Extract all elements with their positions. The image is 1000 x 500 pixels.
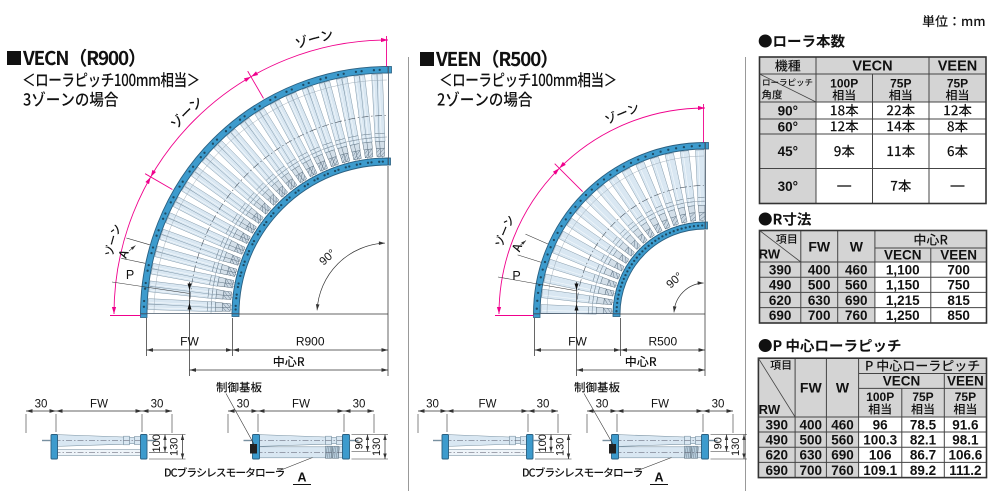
svg-text:500: 500 [808, 278, 831, 293]
svg-text:460: 460 [845, 263, 868, 278]
svg-text:690: 690 [845, 293, 868, 308]
svg-text:91.6: 91.6 [952, 417, 979, 432]
svg-text:90°: 90° [318, 247, 339, 268]
svg-text:FW: FW [479, 399, 497, 411]
svg-text:100: 100 [151, 434, 163, 452]
svg-text:VEEN: VEEN [947, 374, 984, 389]
svg-text:75P: 75P [947, 77, 968, 91]
svg-text:FW: FW [651, 399, 669, 411]
svg-text:R500: R500 [648, 335, 677, 349]
svg-text:490: 490 [766, 433, 789, 448]
svg-text:96: 96 [873, 417, 889, 432]
svg-text:850: 850 [947, 308, 970, 323]
svg-text:89.2: 89.2 [910, 463, 936, 478]
svg-text:30: 30 [426, 399, 439, 411]
svg-text:90: 90 [713, 437, 725, 449]
svg-text:A: A [654, 471, 663, 485]
svg-text:30: 30 [151, 399, 164, 411]
svg-text:100P: 100P [830, 77, 858, 91]
svg-text:30: 30 [237, 399, 250, 411]
svg-text:106.6: 106.6 [949, 448, 983, 463]
svg-text:90°: 90° [665, 270, 686, 291]
svg-text:560: 560 [831, 433, 854, 448]
svg-text:FW: FW [568, 335, 587, 349]
svg-text:100P: 100P [866, 390, 894, 404]
svg-text:78.5: 78.5 [910, 417, 937, 432]
svg-text:60°: 60° [778, 119, 798, 134]
svg-text:P: P [126, 268, 134, 282]
svg-text:690: 690 [769, 308, 792, 323]
svg-text:75P: 75P [912, 390, 933, 404]
svg-text:VECN: VECN [852, 59, 892, 75]
svg-text:700: 700 [947, 263, 970, 278]
svg-text:400: 400 [800, 417, 823, 432]
svg-text:130: 130 [730, 438, 742, 456]
svg-text:630: 630 [800, 448, 823, 463]
svg-text:700: 700 [808, 308, 831, 323]
svg-text:630: 630 [808, 293, 831, 308]
svg-text:400: 400 [808, 263, 831, 278]
svg-text:86.7: 86.7 [910, 448, 936, 463]
svg-text:460: 460 [831, 417, 854, 432]
svg-text:W: W [836, 380, 850, 396]
svg-text:FW: FW [292, 399, 310, 411]
svg-text:500: 500 [800, 433, 823, 448]
svg-text:90°: 90° [778, 103, 798, 118]
svg-text:FW: FW [808, 239, 831, 255]
svg-text:98.1: 98.1 [952, 433, 979, 448]
svg-text:620: 620 [769, 293, 792, 308]
svg-text:75P: 75P [890, 77, 911, 91]
svg-text:1,150: 1,150 [886, 278, 920, 293]
svg-text:560: 560 [845, 278, 868, 293]
svg-text:45°: 45° [778, 144, 798, 159]
svg-text:690: 690 [766, 463, 789, 478]
svg-text:FW: FW [800, 380, 823, 396]
svg-text:130: 130 [555, 438, 567, 456]
svg-text:109.1: 109.1 [863, 463, 897, 478]
svg-text:75P: 75P [955, 390, 976, 404]
svg-text:1,215: 1,215 [886, 293, 920, 308]
svg-text:90: 90 [354, 437, 366, 449]
svg-text:750: 750 [947, 278, 970, 293]
svg-text:100.3: 100.3 [863, 433, 897, 448]
svg-text:VECN: VECN [883, 374, 921, 389]
svg-text:VEEN: VEEN [940, 248, 977, 263]
svg-text:390: 390 [766, 417, 789, 432]
svg-text:490: 490 [769, 278, 792, 293]
svg-text:1,250: 1,250 [886, 308, 920, 323]
svg-text:130: 130 [169, 438, 181, 456]
svg-text:815: 815 [947, 293, 970, 308]
svg-text:P: P [512, 269, 520, 283]
svg-text:690: 690 [831, 448, 854, 463]
svg-text:111.2: 111.2 [949, 463, 981, 478]
svg-text:130: 130 [371, 438, 383, 456]
svg-text:30: 30 [537, 399, 550, 411]
svg-text:30°: 30° [778, 179, 798, 194]
svg-text:VEEN: VEEN [938, 59, 978, 75]
svg-text:RW: RW [759, 247, 781, 262]
svg-text:106: 106 [869, 448, 892, 463]
svg-text:390: 390 [769, 263, 792, 278]
svg-text:760: 760 [845, 308, 868, 323]
svg-text:620: 620 [766, 448, 789, 463]
svg-text:A: A [297, 471, 306, 485]
svg-text:RW: RW [759, 402, 781, 417]
svg-text:760: 760 [831, 463, 854, 478]
svg-text:82.1: 82.1 [910, 433, 937, 448]
svg-text:700: 700 [800, 463, 823, 478]
svg-text:W: W [850, 239, 864, 255]
svg-text:FW: FW [90, 399, 108, 411]
svg-text:VECN: VECN [884, 248, 922, 263]
svg-text:30: 30 [353, 399, 366, 411]
svg-text:FW: FW [180, 335, 199, 349]
svg-text:1,100: 1,100 [886, 263, 920, 278]
svg-text:30: 30 [596, 399, 609, 411]
svg-text:100: 100 [537, 434, 549, 452]
svg-text:30: 30 [712, 399, 725, 411]
svg-text:R900: R900 [296, 335, 325, 349]
svg-text:30: 30 [35, 399, 48, 411]
